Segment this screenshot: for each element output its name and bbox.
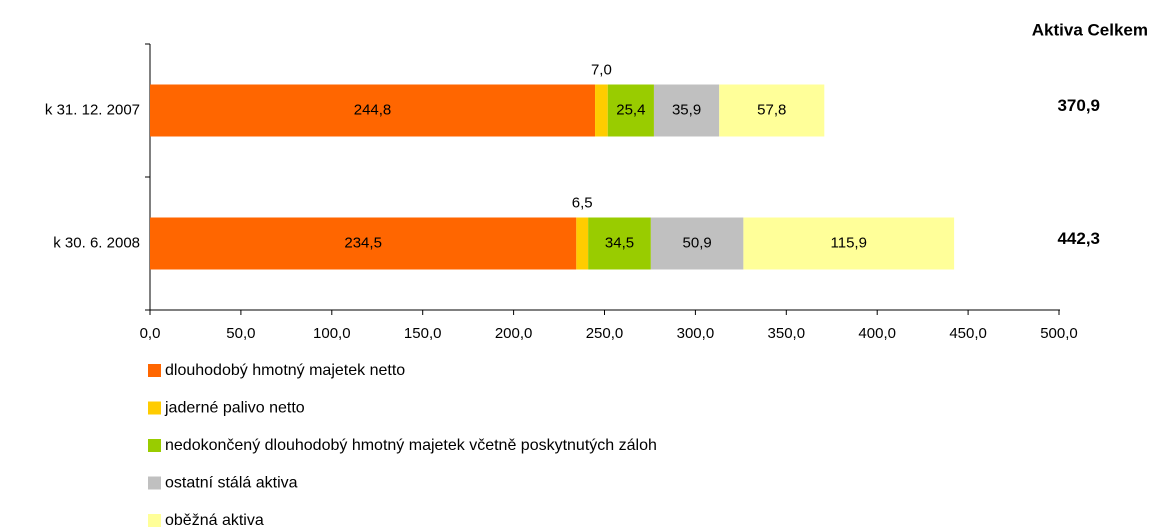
bar-segment bbox=[607, 84, 654, 137]
x-tick-label: 450,0 bbox=[949, 325, 987, 342]
total-label: 442,3 bbox=[1057, 229, 1100, 248]
bar-segment bbox=[576, 217, 589, 270]
data-label: 50,9 bbox=[683, 234, 712, 251]
x-tick-label: 200,0 bbox=[495, 325, 533, 342]
data-label: 25,4 bbox=[616, 101, 645, 118]
total-label: 370,9 bbox=[1057, 96, 1100, 115]
bar-segment bbox=[150, 217, 577, 270]
legend-swatch bbox=[148, 476, 161, 490]
bar-segment bbox=[150, 84, 596, 137]
x-tick-label: 150,0 bbox=[404, 325, 442, 342]
x-tick-label: 250,0 bbox=[586, 325, 624, 342]
bar-segment bbox=[595, 84, 608, 137]
bar-segment bbox=[719, 84, 825, 137]
bar-segment bbox=[650, 217, 744, 270]
legend-swatch bbox=[148, 364, 161, 377]
bar-segment bbox=[743, 217, 955, 270]
x-tick-label: 0,0 bbox=[140, 325, 161, 342]
legend: dlouhodobý hmotný majetek netto jaderné p… bbox=[148, 362, 657, 528]
x-tick-label: 350,0 bbox=[768, 325, 806, 342]
totals-title: Aktiva Celkem bbox=[1032, 20, 1148, 39]
legend-label: oběžná aktiva bbox=[165, 512, 264, 528]
data-label: 7,0 bbox=[591, 61, 612, 78]
x-tick-label: 100,0 bbox=[313, 325, 351, 342]
y-tick-label: k 31. 12. 2007 bbox=[45, 101, 140, 118]
x-tick-label: 500,0 bbox=[1040, 325, 1078, 342]
x-tick-label: 300,0 bbox=[677, 325, 715, 342]
data-label: 6,5 bbox=[572, 194, 593, 211]
data-label: 34,5 bbox=[605, 234, 634, 251]
legend-label: nedokončený dlouhodobý hmotný majetek vč… bbox=[165, 437, 657, 454]
bar-segment bbox=[653, 84, 720, 137]
data-label: 35,9 bbox=[672, 101, 701, 118]
legend-swatch bbox=[148, 439, 161, 452]
data-label: 57,8 bbox=[757, 101, 786, 118]
bar-segment bbox=[588, 217, 651, 270]
data-label: 234,5 bbox=[344, 234, 382, 251]
legend-swatch bbox=[148, 514, 161, 527]
legend-label: dlouhodobý hmotný majetek netto bbox=[165, 362, 405, 379]
x-tick-label: 400,0 bbox=[858, 325, 896, 342]
x-tick-label: 50,0 bbox=[226, 325, 255, 342]
legend-label: jaderné palivo netto bbox=[164, 400, 305, 417]
y-tick-label: k 30. 6. 2008 bbox=[53, 234, 140, 251]
data-label: 115,9 bbox=[831, 234, 867, 251]
data-label: 244,8 bbox=[354, 101, 392, 118]
legend-swatch bbox=[148, 401, 161, 415]
legend-label: ostatní stálá aktiva bbox=[165, 475, 298, 492]
